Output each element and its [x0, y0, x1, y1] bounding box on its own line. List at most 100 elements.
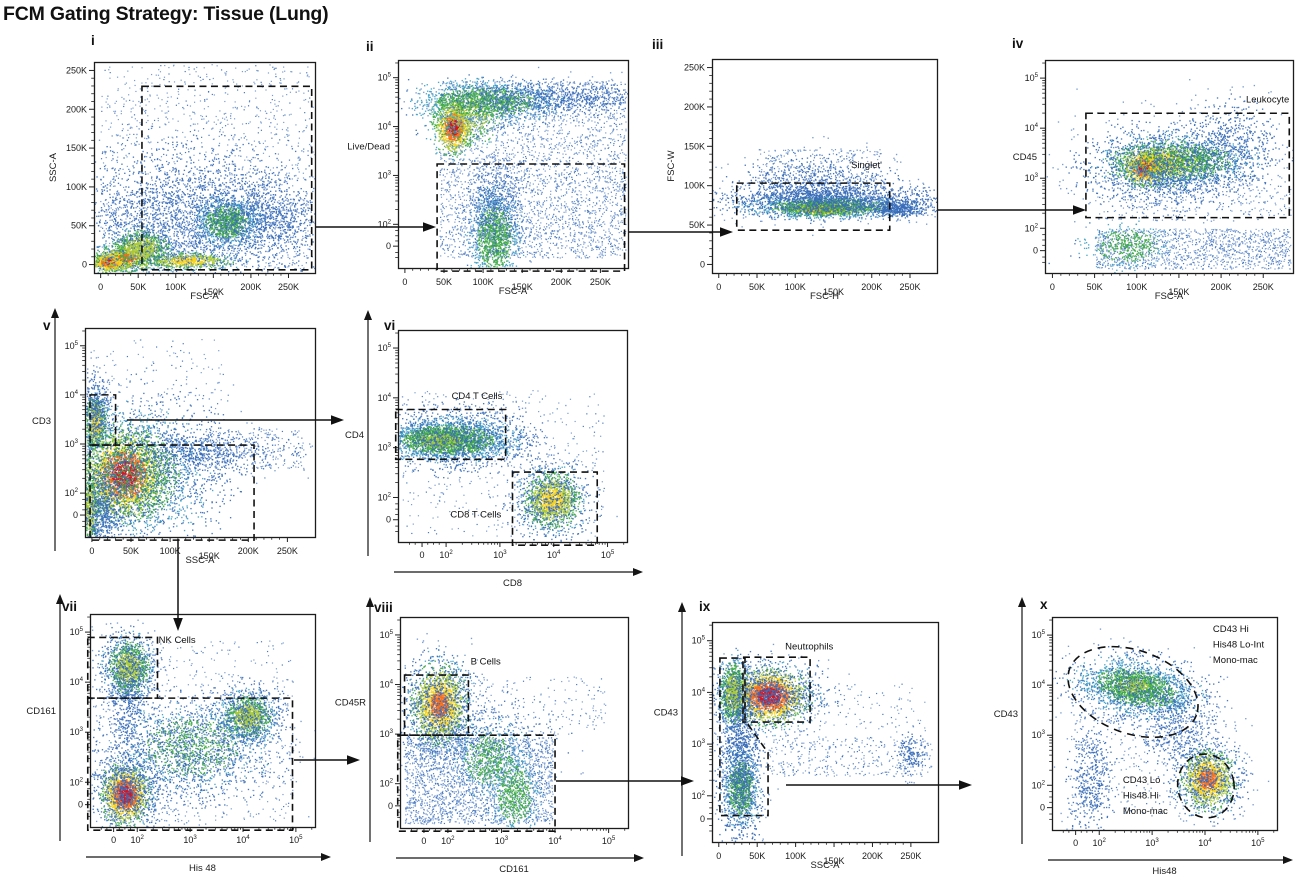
svg-text:102: 102: [65, 487, 79, 498]
panel-vii-y-axis-arrow-icon: [56, 594, 64, 604]
svg-text:50K: 50K: [130, 282, 146, 292]
svg-text:0: 0: [73, 510, 78, 520]
panel-v-y-axis-arrow-icon: [51, 308, 59, 318]
svg-text:102: 102: [380, 778, 394, 789]
panel-viii-x-axis-label: CD161: [499, 864, 529, 875]
panel-vi-numeral: vi: [384, 318, 395, 333]
panel-ix-y-axis-arrow-icon: [678, 602, 686, 612]
svg-text:0: 0: [700, 259, 705, 269]
panel-viii-x-axis-arrow-icon: [634, 854, 644, 862]
svg-text:0: 0: [716, 282, 721, 292]
svg-text:103: 103: [493, 549, 507, 560]
panel-vii-x-axis-arrow-icon: [321, 853, 331, 861]
svg-text:103: 103: [1145, 837, 1159, 848]
svg-text:250K: 250K: [1253, 282, 1274, 292]
panel-iv-density-canvas: [1045, 60, 1293, 273]
svg-text:105: 105: [1025, 72, 1039, 83]
svg-text:0: 0: [89, 546, 94, 556]
svg-text:105: 105: [289, 834, 303, 845]
svg-text:103: 103: [378, 169, 392, 180]
svg-text:250K: 250K: [590, 277, 611, 287]
panel-vi-density-canvas: [398, 330, 627, 542]
svg-text:105: 105: [692, 635, 706, 646]
panel-ix-density-canvas: [712, 622, 938, 842]
svg-text:150K: 150K: [199, 551, 220, 561]
svg-text:103: 103: [1025, 172, 1039, 183]
svg-text:150K: 150K: [66, 143, 87, 153]
svg-text:0: 0: [111, 835, 116, 845]
svg-text:50K: 50K: [1087, 282, 1103, 292]
svg-text:0: 0: [420, 550, 425, 560]
arrowhead-icon: [347, 755, 360, 765]
panel-i-numeral: i: [91, 33, 95, 48]
svg-text:103: 103: [692, 738, 706, 749]
panel-vii-y-axis-label: CD161: [26, 706, 56, 717]
svg-text:103: 103: [183, 834, 197, 845]
svg-text:105: 105: [378, 72, 392, 83]
svg-text:105: 105: [70, 626, 84, 637]
panel-iv-y-axis-label: CD45: [1013, 152, 1037, 163]
svg-text:103: 103: [495, 835, 509, 846]
panel-ii-y-axis-label: Live/Dead: [347, 141, 390, 152]
svg-text:150K: 150K: [203, 287, 224, 297]
svg-text:102: 102: [1025, 222, 1039, 233]
panel-v-density-canvas: [85, 328, 315, 537]
svg-text:50K: 50K: [749, 282, 765, 292]
panel-x-y-axis-label: CD43: [994, 709, 1018, 720]
svg-text:150K: 150K: [823, 287, 844, 297]
svg-text:250K: 250K: [278, 282, 299, 292]
svg-text:102: 102: [378, 491, 392, 502]
panel-vi-y-axis-label: CD4: [345, 430, 364, 441]
panel-iv-x-axis-label: FSC-A: [1155, 291, 1184, 302]
svg-text:100K: 100K: [165, 282, 186, 292]
svg-text:0: 0: [386, 241, 391, 251]
svg-text:105: 105: [65, 340, 79, 351]
panel-i-x-axis-label: FSC-A: [190, 291, 219, 302]
svg-text:200K: 200K: [66, 104, 87, 114]
svg-text:0: 0: [700, 814, 705, 824]
svg-text:105: 105: [602, 835, 616, 846]
svg-text:100K: 100K: [785, 851, 806, 861]
svg-text:0: 0: [402, 277, 407, 287]
svg-text:103: 103: [1032, 729, 1046, 740]
panel-vii-numeral: vii: [62, 599, 77, 614]
svg-text:102: 102: [378, 218, 392, 229]
svg-text:104: 104: [1025, 122, 1039, 133]
svg-text:150K: 150K: [684, 141, 705, 151]
svg-text:100K: 100K: [66, 182, 87, 192]
svg-text:104: 104: [378, 121, 392, 132]
arrowhead-icon: [331, 415, 344, 425]
svg-text:0: 0: [98, 282, 103, 292]
panel-v-y-axis-label: CD3: [32, 416, 51, 427]
panel-viii-numeral: viii: [374, 600, 393, 615]
panel-x-numeral: x: [1040, 597, 1048, 612]
panel-iii-density-canvas: [712, 59, 937, 273]
panel-i-y-axis-label: SSC-A: [48, 152, 59, 182]
svg-text:200K: 200K: [551, 277, 572, 287]
panel-x-x-axis-arrow-icon: [1283, 856, 1293, 864]
svg-text:0: 0: [1033, 246, 1038, 256]
svg-text:0: 0: [716, 851, 721, 861]
panel-ii-x-axis-label: FSC-A: [499, 286, 528, 297]
svg-text:105: 105: [1251, 837, 1265, 848]
panel-ix-numeral: ix: [699, 599, 711, 614]
svg-text:150K: 150K: [824, 856, 845, 866]
svg-text:100K: 100K: [1126, 282, 1147, 292]
svg-text:102: 102: [439, 549, 453, 560]
panel-vii-x-axis-label: His 48: [189, 863, 216, 874]
svg-text:0: 0: [82, 260, 87, 270]
panel-viii-y-axis-arrow-icon: [366, 597, 374, 607]
panel-viii-y-axis-label: CD45R: [335, 698, 366, 709]
svg-text:104: 104: [70, 676, 84, 687]
svg-text:104: 104: [380, 679, 394, 690]
svg-text:103: 103: [65, 438, 79, 449]
svg-text:102: 102: [1093, 837, 1107, 848]
panel-vi-y-axis-arrow-icon: [364, 310, 372, 320]
svg-text:100K: 100K: [160, 546, 181, 556]
svg-text:100K: 100K: [473, 277, 494, 287]
svg-text:250K: 250K: [900, 851, 921, 861]
panel-i-density-canvas: [94, 62, 315, 273]
svg-text:200K: 200K: [684, 102, 705, 112]
svg-text:104: 104: [1032, 679, 1046, 690]
svg-text:104: 104: [547, 549, 561, 560]
